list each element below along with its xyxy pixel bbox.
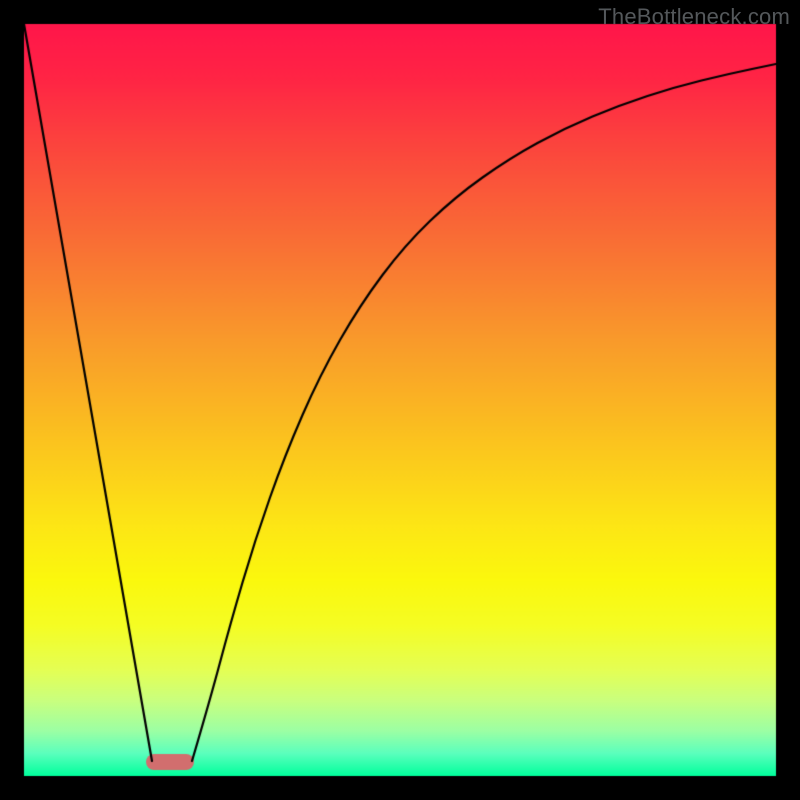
bottleneck-gradient-chart [0,0,800,800]
chart-container: TheBottleneck.com [0,0,800,800]
